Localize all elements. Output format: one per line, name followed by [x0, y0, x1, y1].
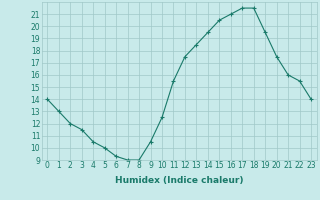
- X-axis label: Humidex (Indice chaleur): Humidex (Indice chaleur): [115, 176, 244, 185]
